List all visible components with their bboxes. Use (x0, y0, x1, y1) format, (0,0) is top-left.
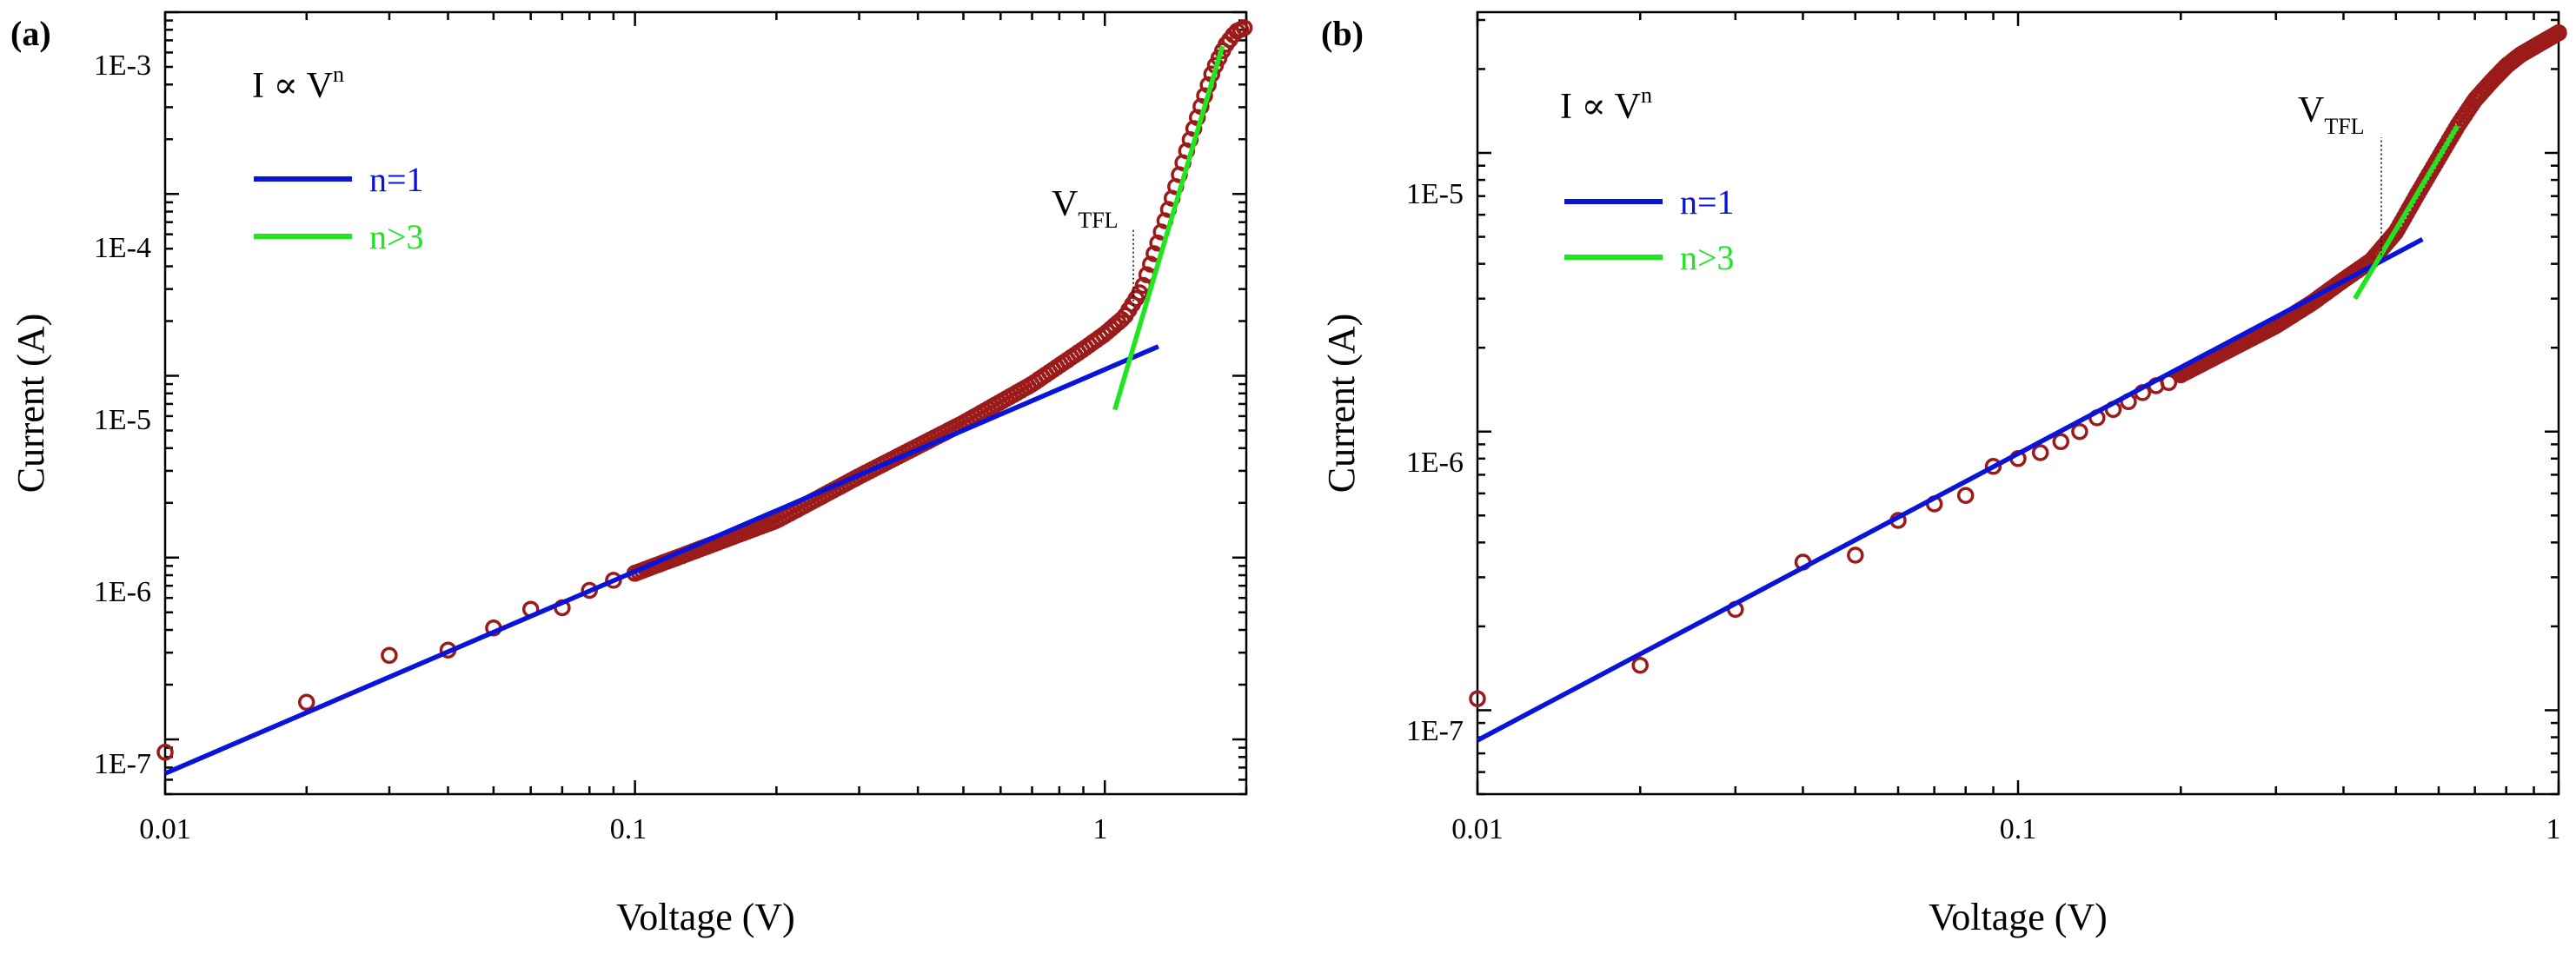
panel-b-legend-label-n3: n>3 (1680, 238, 1735, 277)
panel-b-data-point (1956, 487, 1975, 504)
panel-b-measured-series (1469, 23, 2567, 707)
panel-a-relation-base: I ∝ V (252, 66, 333, 106)
panel-a-xtick-label: 0.1 (610, 813, 647, 845)
panel-a-label: (a) (10, 14, 51, 53)
panel-b-ytick-label: 1E-6 (1406, 447, 1464, 479)
panel-b-relation: I ∝ Vn (1560, 83, 1652, 127)
panel-b-xtick-label: 0.01 (1451, 813, 1504, 845)
panel-a-relation-exponent: n (333, 62, 344, 87)
panel-b-ytick-label: 1E-7 (1406, 715, 1464, 747)
panel-a-plot-frame (163, 10, 1248, 796)
panel-b-fit-line-n3 (2353, 124, 2460, 301)
panel-b-relation-exponent: n (1641, 83, 1652, 108)
panel-b-vtfl-label: VTFL (2298, 90, 2365, 139)
panel-a-data-point (1235, 19, 1253, 36)
panel-a-data-point (297, 693, 315, 712)
panel-b-xtick-label: 1 (2546, 813, 2561, 845)
panel-b-data-point (1469, 690, 1486, 707)
panel-b-data-point (2052, 433, 2070, 451)
panel-a-xtick-label: 0.01 (139, 813, 191, 845)
panel-a-data-point (381, 646, 398, 665)
panel-a-data-point (156, 744, 174, 761)
panel-b-data-point (1847, 547, 1864, 564)
panel-b-data-point (1631, 656, 1649, 674)
panel-a-xtick-label: 1 (1093, 813, 1108, 845)
panel-b-y-axis-label: Current (A) (1320, 314, 1363, 494)
panel-a-vtfl-sub: TFL (1078, 208, 1118, 233)
panel-b-plot-frame (1476, 10, 2560, 796)
panel-a-ytick-label: 1E-3 (94, 50, 151, 82)
panel-b-x-axis-label: Voltage (V) (1929, 896, 2108, 938)
panel-b-data-point (2031, 444, 2049, 461)
panel-a-x-axis-label: Voltage (V) (616, 896, 795, 938)
panel-a-vtfl-main: V (1052, 184, 1078, 224)
panel-a-relation: I ∝ Vn (252, 62, 344, 106)
panel-b-ytick-label: 1E-5 (1406, 178, 1464, 210)
panel-b-label: (b) (1321, 14, 1364, 53)
panel-b-plot-area (1469, 23, 2567, 743)
panel-a-ytick-label: 1E-4 (94, 232, 151, 264)
panel-b-legend-label-n1: n=1 (1680, 182, 1735, 222)
panel-a-measured-series (156, 19, 1253, 761)
panel-a-fit-line-n3 (1112, 45, 1225, 411)
panel-b-relation-base: I ∝ V (1560, 87, 1641, 127)
panel-b-xtick-label: 0.1 (2000, 813, 2037, 845)
panel-b-vtfl-sub: TFL (2324, 114, 2364, 139)
panel-b-vtfl-main: V (2298, 90, 2324, 130)
panel-a-y-axis-label: Current (A) (10, 314, 52, 494)
panel-a-plot-area (156, 19, 1253, 776)
panel-b-data-point (2071, 422, 2088, 441)
panel-a-vtfl-label: VTFL (1052, 184, 1119, 233)
panel-b: (b) 0.01 0.1 1 1E-7 1E-6 1E-5 Voltage (V… (1320, 10, 2567, 938)
panel-b-data-point (1984, 458, 2002, 475)
panel-a-ytick-label: 1E-7 (94, 748, 151, 780)
panel-a-ticks (163, 10, 1248, 796)
panel-a-fit-line-n1 (163, 344, 1159, 776)
panel-b-data-point (2550, 23, 2567, 42)
panel-b-ticks (1476, 12, 2560, 796)
panel-b-fit-line-n1 (1476, 236, 2424, 743)
panel-a-data-point (605, 572, 622, 589)
panel-a: (a) 0.01 0.1 1 1E-7 1E-6 1E-5 1E-4 1E-3 … (10, 10, 1253, 938)
panel-a-ytick-label: 1E-5 (94, 404, 151, 436)
panel-a-legend-label-n3: n>3 (369, 217, 424, 256)
panel-a-legend-label-n1: n=1 (369, 160, 424, 199)
panel-a-ytick-label: 1E-6 (94, 576, 151, 608)
